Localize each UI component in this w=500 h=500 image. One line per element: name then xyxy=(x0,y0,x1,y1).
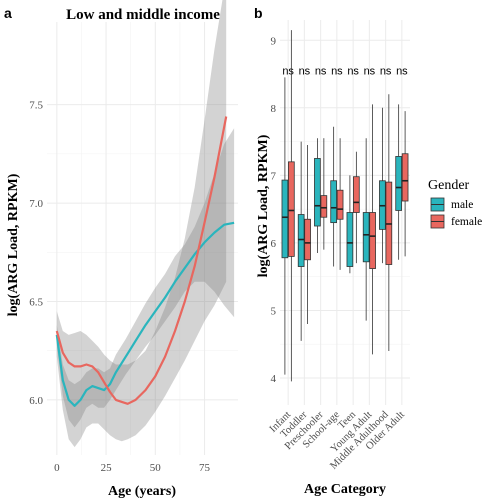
significance-label: ns xyxy=(347,66,359,78)
box-female xyxy=(369,212,376,269)
box-male xyxy=(314,158,321,227)
legend-label-female: female xyxy=(451,216,482,228)
panel-b-tag: b xyxy=(254,5,263,21)
box-female xyxy=(353,176,360,213)
panel-b-box-chart: Age Category log(ARG Load, RPKM) 456789I… xyxy=(256,20,410,497)
panel-b-y-tick-label: 5 xyxy=(271,305,277,317)
significance-label: ns xyxy=(282,66,294,78)
panel-a-x-axis-label: Age (years) xyxy=(108,484,176,499)
box-female xyxy=(336,189,344,220)
significance-label: ns xyxy=(315,66,327,78)
panel-b-y-tick-label: 7 xyxy=(271,170,277,182)
panel-a-x-tick-label: 0 xyxy=(54,462,60,474)
panel-a-x-tick-label: 50 xyxy=(150,462,162,474)
box-male xyxy=(330,180,337,224)
panel-a-title: Low and middle income xyxy=(66,7,220,23)
panel-a-y-axis-label: log(ARG Load, RPKM) xyxy=(6,173,21,316)
panel-b-x-axis-label: Age Category xyxy=(304,482,386,497)
panel-a-tag: a xyxy=(4,5,12,21)
panel-a-x-tick-label: 75 xyxy=(199,462,211,474)
panel-a-x-tick-label: 25 xyxy=(101,462,113,474)
box-male xyxy=(346,212,354,267)
panel-b-y-tick-label: 9 xyxy=(271,35,277,47)
box-female xyxy=(320,195,328,218)
panel-a-y-tick-label: 7.5 xyxy=(29,100,43,112)
box-male xyxy=(297,214,305,267)
legend-label-male: male xyxy=(451,199,473,211)
significance-label: ns xyxy=(380,66,392,78)
significance-label: ns xyxy=(364,66,376,78)
panel-a-y-tick-label: 6.0 xyxy=(29,395,43,407)
box-male xyxy=(281,179,289,259)
confidence-band-female xyxy=(56,0,227,448)
significance-label: ns xyxy=(331,66,343,78)
box-male xyxy=(395,156,402,211)
confidence-band-male xyxy=(56,128,235,428)
panel-b-y-tick-label: 8 xyxy=(271,103,277,115)
panel-b-y-tick-label: 4 xyxy=(271,373,277,385)
significance-label: ns xyxy=(299,66,311,78)
panel-a-line-chart: Low and middle income Age (years) log(AR… xyxy=(6,0,238,499)
box-male xyxy=(362,212,370,263)
box-female xyxy=(304,218,311,261)
trend-line-female xyxy=(55,116,228,405)
legend-title: Gender xyxy=(428,178,470,193)
box-female xyxy=(288,161,295,257)
panel-a-y-tick-label: 7.0 xyxy=(29,198,43,210)
panel-a-y-tick-label: 6.5 xyxy=(29,296,43,308)
significance-label: ns xyxy=(396,66,408,78)
panel-b-y-axis-label: log(ARG Load, RPKM) xyxy=(256,134,271,277)
panel-b-y-tick-label: 6 xyxy=(271,238,277,250)
box-female xyxy=(401,153,409,202)
legend: Gender male female xyxy=(428,178,482,229)
